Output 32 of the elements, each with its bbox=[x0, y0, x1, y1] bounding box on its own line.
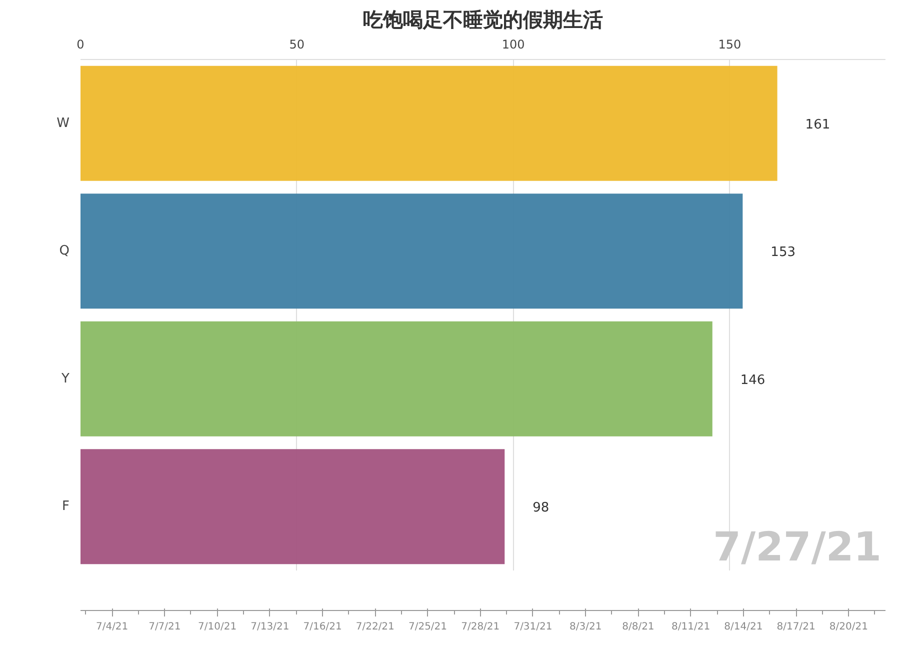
category-label: 7/13/21 bbox=[250, 622, 290, 632]
category-label: 8/11/21 bbox=[672, 622, 710, 632]
category-label: 8/20/21 bbox=[829, 622, 868, 632]
x-tick-label: 50 bbox=[289, 38, 305, 52]
bar bbox=[80, 194, 743, 309]
chart-title: 吃饱喝足不睡觉的假期生活 bbox=[363, 8, 603, 32]
category-label: 7/22/21 bbox=[356, 622, 394, 632]
data-label: 161 bbox=[805, 117, 830, 132]
category-label: 7/16/21 bbox=[303, 622, 342, 632]
data-label: 153 bbox=[770, 245, 796, 260]
bar bbox=[80, 449, 505, 564]
y-tick-label: W bbox=[56, 116, 70, 131]
category-label: 8/14/21 bbox=[724, 622, 763, 632]
y-tick-label: F bbox=[62, 499, 70, 514]
bar bbox=[80, 321, 712, 436]
category-label: 8/8/21 bbox=[622, 622, 654, 632]
category-label: 8/3/21 bbox=[570, 622, 602, 632]
category-label: 7/25/21 bbox=[408, 622, 448, 632]
y-tick-label: Q bbox=[59, 244, 70, 259]
data-label: 98 bbox=[532, 500, 550, 516]
category-label: 8/17/21 bbox=[776, 622, 816, 632]
category-label: 7/31/21 bbox=[514, 622, 552, 632]
x-tick-label: 150 bbox=[718, 38, 742, 52]
category-label: 7/7/21 bbox=[148, 622, 181, 632]
category-label: 7/4/21 bbox=[96, 622, 128, 632]
bar bbox=[80, 66, 778, 181]
x-tick-label: 0 bbox=[76, 38, 84, 52]
category-label: 7/10/21 bbox=[198, 622, 237, 632]
y-tick-label: Y bbox=[60, 371, 70, 386]
data-label: 146 bbox=[740, 372, 766, 388]
category-label: 7/28/21 bbox=[461, 622, 500, 632]
x-tick-label: 100 bbox=[502, 38, 525, 52]
